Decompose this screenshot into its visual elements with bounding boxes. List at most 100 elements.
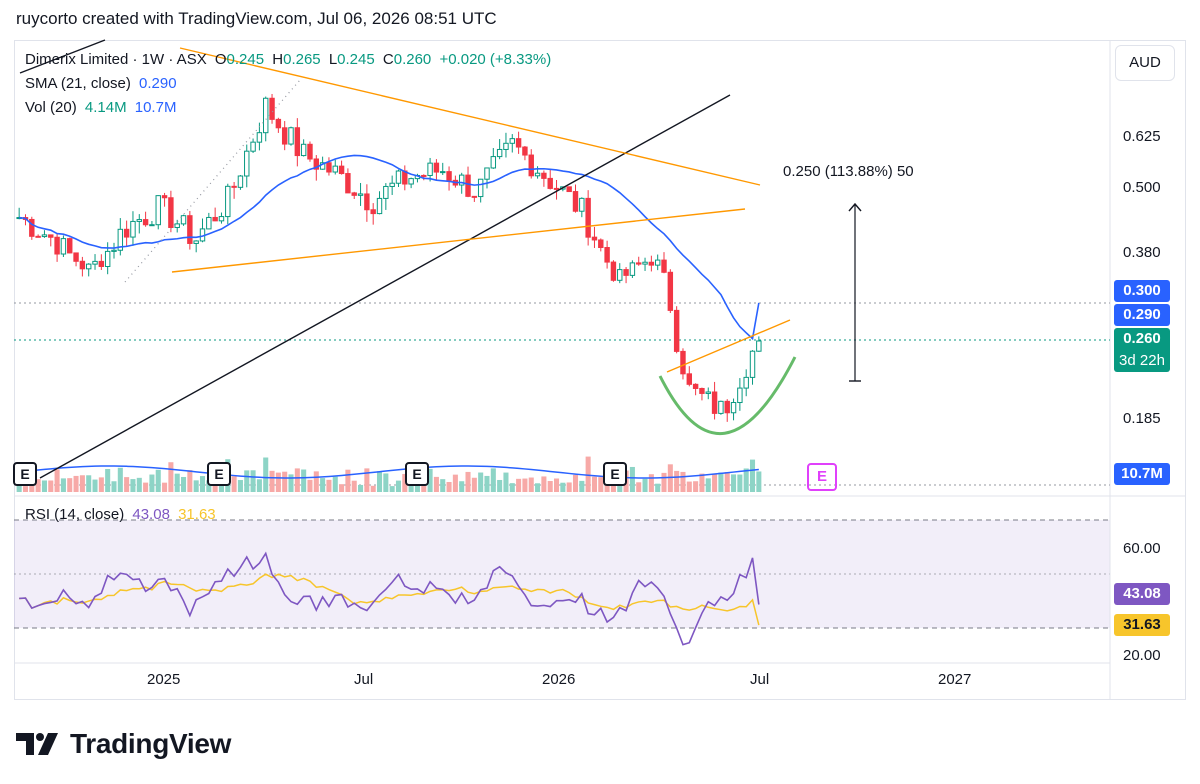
volume-bar xyxy=(86,475,92,492)
candle-body xyxy=(446,171,452,181)
candle-body xyxy=(332,165,338,173)
volume-bar xyxy=(187,470,193,492)
legend-sma-value: 0.290 xyxy=(139,75,177,92)
candle-body xyxy=(364,193,370,211)
candle-body xyxy=(294,127,301,157)
candle-body xyxy=(477,178,484,198)
orange-cup-line xyxy=(666,319,791,373)
currency-button[interactable]: AUD xyxy=(1115,45,1175,81)
volume-bar xyxy=(452,474,458,492)
candle-body xyxy=(237,175,244,188)
candle-body xyxy=(288,127,294,145)
earnings-marker[interactable]: E xyxy=(603,462,627,486)
volume-bar xyxy=(509,483,515,492)
candle-body xyxy=(617,269,623,281)
candle-body xyxy=(756,340,762,352)
candle-body xyxy=(357,193,364,196)
candle-body xyxy=(427,162,433,176)
earnings-marker[interactable]: E xyxy=(405,462,429,486)
candle-body xyxy=(149,224,155,227)
volume-bar xyxy=(320,478,326,492)
badge-rsi: 43.08 xyxy=(1114,583,1170,605)
candle-body xyxy=(35,235,41,238)
candle-body xyxy=(458,174,465,186)
candle-body xyxy=(648,261,655,266)
legend-ohlc: Dimerix Limited · 1W · ASX O0.245 H0.265… xyxy=(25,51,555,68)
legend-sma: SMA (21, close) 0.290 xyxy=(25,75,181,92)
volume-bar xyxy=(92,479,98,492)
sma-line xyxy=(19,154,760,341)
candle-body xyxy=(604,247,610,263)
tradingview-logo[interactable]: TradingView xyxy=(16,728,231,760)
chart-frame xyxy=(14,40,1186,700)
volume-bar xyxy=(117,467,123,492)
measure-arrow-head xyxy=(848,202,862,212)
candle-body xyxy=(345,173,351,194)
volume-bar xyxy=(16,481,22,492)
volume-bar xyxy=(294,468,300,492)
earnings-marker[interactable]: E xyxy=(207,462,231,486)
volume-bar xyxy=(269,470,275,492)
candle-body xyxy=(104,250,111,267)
volume-bar xyxy=(743,468,749,492)
legend-low: 0.245 xyxy=(337,51,375,68)
candle-body xyxy=(623,269,629,276)
volume-bar xyxy=(629,466,635,492)
chart-header: ruycorto created with TradingView.com, J… xyxy=(16,9,497,28)
volume-bar xyxy=(263,457,269,492)
future-earnings-marker[interactable]: E xyxy=(807,463,837,491)
volume-bars xyxy=(16,456,762,492)
candle-body xyxy=(168,197,174,228)
legend-high: 0.265 xyxy=(283,51,321,68)
candle-body xyxy=(300,143,307,157)
candle-body xyxy=(547,177,553,189)
volume-bar xyxy=(408,483,414,492)
candle-body xyxy=(724,400,730,414)
candle-body xyxy=(370,209,376,215)
volume-bar xyxy=(724,472,730,492)
badge-rsi-ma: 31.63 xyxy=(1114,614,1170,636)
volume-bar xyxy=(541,476,547,492)
candle-body xyxy=(699,387,705,394)
candle-body xyxy=(193,240,199,244)
candle-body xyxy=(48,234,54,238)
volume-bar xyxy=(60,478,66,492)
candle-body xyxy=(496,148,503,158)
legend-symbol: Dimerix Limited · 1W · ASX xyxy=(25,51,207,68)
legend-rsi-label: RSI (14, close) xyxy=(25,506,125,523)
volume-bar xyxy=(111,481,117,492)
candle-body xyxy=(79,260,86,270)
volume-bar xyxy=(231,476,237,492)
volume-bar xyxy=(433,476,439,492)
candle-body xyxy=(142,219,149,226)
candle-body xyxy=(161,195,168,199)
volume-bar xyxy=(427,468,433,492)
candle-body xyxy=(256,132,263,143)
volume-bar xyxy=(440,479,446,492)
candle-body xyxy=(41,234,48,238)
badge-volume: 10.7M xyxy=(1114,463,1170,485)
volume-bar xyxy=(712,473,718,492)
volume-bar xyxy=(680,471,686,492)
volume-bar xyxy=(136,477,142,492)
cup-curve xyxy=(658,356,797,435)
candle-body xyxy=(389,182,395,187)
volume-bar xyxy=(395,480,402,492)
candle-body xyxy=(326,162,332,173)
earnings-marker[interactable]: E xyxy=(13,462,37,486)
candle-body xyxy=(718,400,724,414)
candle-body xyxy=(642,261,648,265)
candle-body xyxy=(686,373,693,385)
volume-bar xyxy=(522,478,528,492)
candle-body xyxy=(433,162,440,173)
orange-resistance-line xyxy=(179,47,761,186)
measure-label: 0.250 (113.88%) 50 xyxy=(783,163,914,180)
tradingview-logo-text: TradingView xyxy=(70,728,232,759)
candle-body xyxy=(275,118,282,129)
candle-body xyxy=(737,387,743,404)
candle-body xyxy=(440,171,446,174)
candle-body xyxy=(263,97,269,134)
candle-body xyxy=(85,263,92,270)
candle-body xyxy=(92,260,98,265)
